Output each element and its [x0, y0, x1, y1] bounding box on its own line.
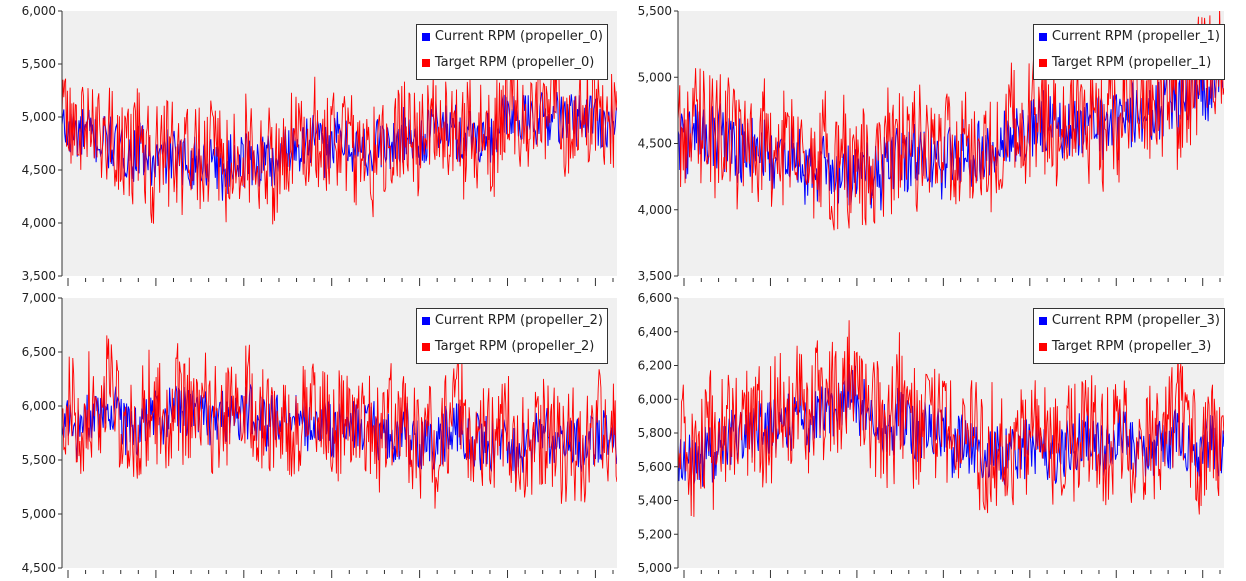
legend-swatch: [421, 59, 430, 67]
legend-label: Target RPM (propeller_1): [1051, 55, 1212, 70]
chart-legend: Current RPM (propeller_0) Target RPM (pro…: [415, 24, 608, 80]
chart-panel-propeller-1: 3,500 4,000 4,500 5,000 5,500 Current RPM (pr…: [622, 0, 1246, 290]
legend-label: Target RPM (propeller_3): [1051, 339, 1212, 354]
y-tick-label: 5,400: [638, 494, 672, 508]
y-tick-label: 5,000: [22, 110, 56, 124]
chart-panel-propeller-0: 3,500 4,000 4,500 5,000 5,500 6,000 Current RP…: [0, 0, 620, 290]
y-tick-label: 5,000: [638, 70, 672, 84]
y-tick-label: 5,500: [22, 453, 56, 467]
legend-item: Current RPM (propeller_3): [1038, 311, 1220, 337]
legend-swatch: [1038, 317, 1047, 325]
legend-swatch: [1038, 59, 1047, 67]
legend-swatch: [421, 343, 430, 351]
y-tick-label: 4,500: [638, 137, 672, 151]
y-tick-label: 6,600: [638, 291, 672, 305]
legend-label: Current RPM (propeller_2): [434, 313, 603, 328]
legend-item: Target RPM (propeller_3): [1038, 337, 1220, 363]
legend-swatch: [1038, 343, 1047, 351]
legend-label: Current RPM (propeller_3): [1051, 313, 1220, 328]
legend-item: Current RPM (propeller_2): [421, 311, 603, 337]
y-tick-label: 4,000: [22, 216, 56, 230]
legend-swatch: [1038, 33, 1047, 41]
legend-item: Target RPM (propeller_0): [421, 53, 603, 79]
chart-legend: Current RPM (propeller_1) Target RPM (pro…: [1032, 24, 1225, 80]
y-tick-label: 4,000: [638, 203, 672, 217]
y-tick-label: 4,500: [22, 163, 56, 177]
y-tick-label: 6,400: [638, 325, 672, 339]
legend-swatch: [421, 317, 430, 325]
y-tick-label: 5,500: [638, 4, 672, 18]
legend-item: Target RPM (propeller_2): [421, 337, 603, 363]
y-tick-label: 7,000: [22, 291, 56, 305]
y-tick-label: 5,000: [638, 561, 672, 575]
y-tick-label: 5,500: [22, 57, 56, 71]
legend-label: Target RPM (propeller_0): [434, 55, 595, 70]
y-tick-label: 5,600: [638, 460, 672, 474]
y-tick-label: 6,000: [638, 392, 672, 406]
chart-panel-propeller-2: 4,500 5,000 5,500 6,000 6,500 7,000 Current RP…: [0, 291, 620, 581]
y-tick-label: 4,500: [22, 561, 56, 575]
legend-swatch: [421, 33, 430, 41]
chart-legend: Current RPM (propeller_3) Target RPM (pro…: [1032, 308, 1225, 364]
y-tick-label: 6,000: [22, 399, 56, 413]
y-tick-label: 5,000: [22, 507, 56, 521]
legend-item: Current RPM (propeller_0): [421, 27, 603, 53]
series-line-target: [678, 320, 1224, 517]
y-tick-label: 3,500: [22, 269, 56, 283]
y-tick-label: 6,000: [22, 4, 56, 18]
y-tick-label: 5,800: [638, 426, 672, 440]
legend-label: Current RPM (propeller_1): [1051, 29, 1220, 44]
y-tick-label: 6,500: [22, 345, 56, 359]
series-line-target: [62, 335, 617, 509]
legend-label: Target RPM (propeller_2): [434, 339, 595, 354]
y-tick-label: 5,200: [638, 527, 672, 541]
legend-item: Target RPM (propeller_1): [1038, 53, 1220, 79]
series-line-target: [678, 11, 1224, 231]
legend-label: Current RPM (propeller_0): [434, 29, 603, 44]
chart-legend: Current RPM (propeller_2) Target RPM (pro…: [415, 308, 608, 364]
y-tick-label: 6,200: [638, 359, 672, 373]
series-line-target: [62, 46, 617, 225]
y-tick-label: 3,500: [638, 269, 672, 283]
legend-item: Current RPM (propeller_1): [1038, 27, 1220, 53]
chart-panel-propeller-3: 5,000 5,200 5,400 5,600 5,800 6,000 6,200 6,400…: [622, 291, 1246, 581]
